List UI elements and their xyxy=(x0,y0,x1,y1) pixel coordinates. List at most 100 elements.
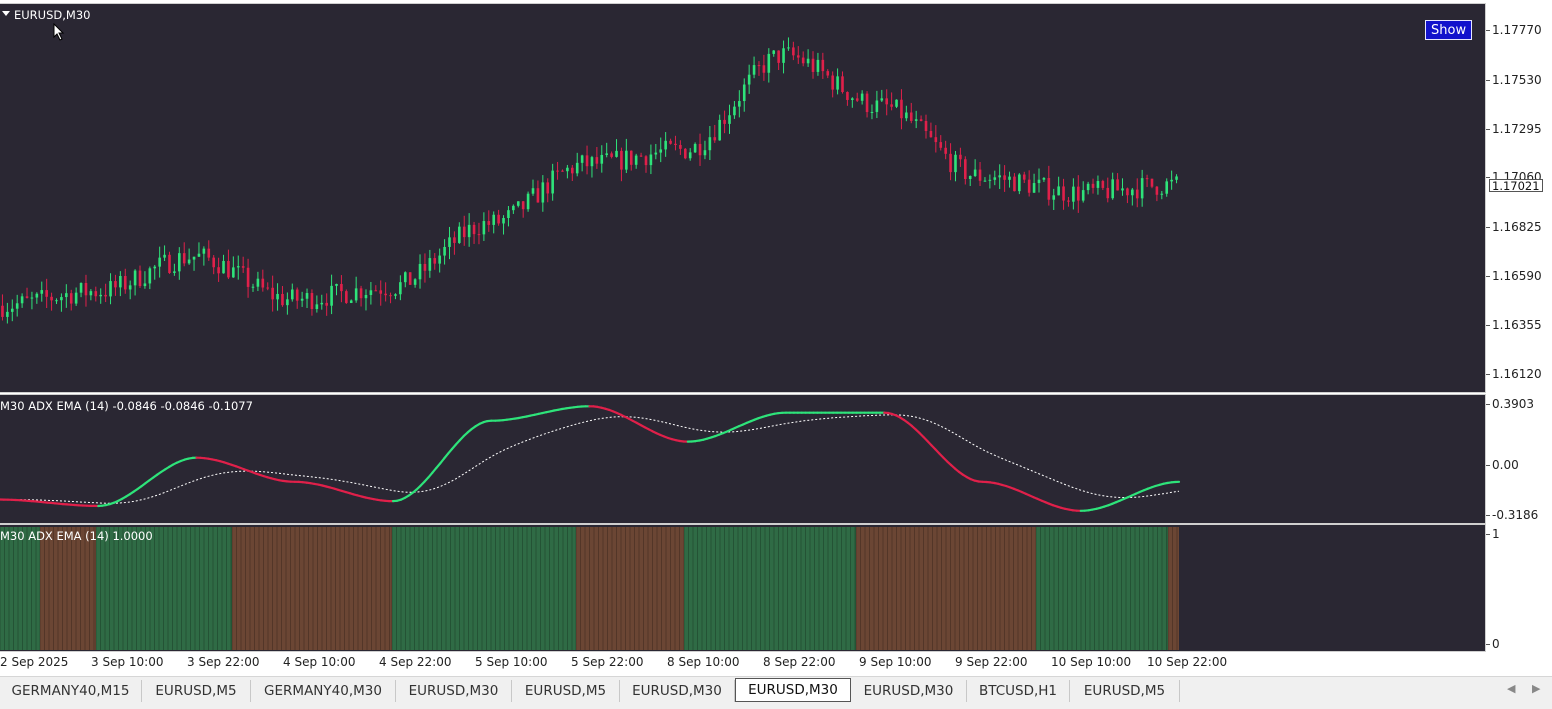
tab-eurusd-m30[interactable]: EURUSD,M30 xyxy=(396,680,512,702)
candle-body xyxy=(895,99,898,107)
candle-body xyxy=(1072,186,1075,202)
candle xyxy=(423,253,427,283)
candle xyxy=(1013,173,1016,192)
candle xyxy=(909,102,913,124)
candle-body xyxy=(487,221,491,225)
candle-body xyxy=(403,272,407,283)
candle-body xyxy=(99,294,103,297)
candle-body xyxy=(1101,181,1105,188)
candle-body xyxy=(566,167,569,172)
show-button[interactable]: Show xyxy=(1425,20,1473,40)
candle xyxy=(728,104,731,134)
candle-body xyxy=(15,303,19,309)
candle-body xyxy=(787,47,790,49)
candle xyxy=(959,147,962,167)
candle-body xyxy=(178,253,181,272)
candle xyxy=(521,201,525,218)
price-axis[interactable]: 1.17770 1.17530 1.17295 1.17060 1.16825 … xyxy=(1485,3,1552,652)
candle-body xyxy=(114,281,117,288)
tab-eurusd-m30[interactable]: EURUSD,M30 xyxy=(620,680,735,702)
scroll-left-icon[interactable]: ◀ xyxy=(1507,682,1516,695)
candle-body xyxy=(772,50,776,54)
dropdown-triangle-icon[interactable] xyxy=(2,11,10,16)
tab-germany40-m30[interactable]: GERMANY40,M30 xyxy=(251,680,396,702)
symbol-title[interactable]: EURUSD,M30 xyxy=(2,8,90,22)
candle-body xyxy=(600,154,604,164)
candle-body xyxy=(10,308,14,312)
tab-btcusd-h1[interactable]: BTCUSD,H1 xyxy=(967,680,1070,702)
candle-body xyxy=(133,270,137,286)
candle xyxy=(197,242,201,257)
chart-window[interactable]: EURUSD,M30 Show M30 ADX EMA (14) -0.0846… xyxy=(0,0,1552,676)
tab-eurusd-m5[interactable]: EURUSD,M5 xyxy=(512,680,620,702)
tab-eurusd-m5[interactable]: EURUSD,M5 xyxy=(142,680,251,702)
indicator-line-pane[interactable]: M30 ADX EMA (14) -0.0846 -0.0846 -0.1077 xyxy=(0,394,1486,524)
candle-body xyxy=(851,98,854,100)
candle-body xyxy=(69,293,73,304)
candle-body xyxy=(1081,190,1085,201)
candle-body xyxy=(1022,174,1026,180)
time-axis[interactable]: 2 Sep 2025 3 Sep 10:00 3 Sep 22:00 4 Sep… xyxy=(0,652,1486,674)
candle xyxy=(659,137,663,163)
histogram-segment xyxy=(96,527,232,650)
price-chart-pane[interactable]: EURUSD,M30 Show xyxy=(0,3,1486,393)
candle-body xyxy=(571,167,574,174)
candle xyxy=(99,288,103,304)
tab-germany40-m15[interactable]: GERMANY40,M15 xyxy=(0,680,142,702)
candle-body xyxy=(458,226,461,243)
candle-body xyxy=(389,295,392,297)
histogram-segment xyxy=(1036,527,1168,650)
candle-body xyxy=(723,119,726,124)
histogram-segment xyxy=(232,527,392,650)
candle-body xyxy=(236,266,240,268)
candle-body xyxy=(276,293,279,300)
tab-eurusd-m30-active[interactable]: EURUSD,M30 xyxy=(735,678,851,702)
candle-body xyxy=(512,205,515,211)
candle-body xyxy=(747,74,751,85)
candle xyxy=(256,271,260,292)
candle xyxy=(300,291,304,307)
candle-body xyxy=(1052,195,1056,200)
candle-body xyxy=(1106,187,1110,199)
candle-body xyxy=(1,305,4,317)
candle-body xyxy=(354,288,358,301)
candle xyxy=(325,293,328,316)
candle xyxy=(1018,173,1021,195)
candle-body xyxy=(826,71,830,76)
indicator-histogram-pane[interactable]: M30 ADX EMA (14) 1.0000 xyxy=(0,524,1486,652)
candle-body xyxy=(649,154,653,166)
candle xyxy=(890,92,893,111)
candle xyxy=(679,140,682,155)
tab-eurusd-m5[interactable]: EURUSD,M5 xyxy=(1070,680,1180,702)
tab-eurusd-m30[interactable]: EURUSD,M30 xyxy=(851,680,967,702)
candle-body xyxy=(1165,181,1169,194)
candle xyxy=(1155,185,1159,202)
time-tick: 9 Sep 10:00 xyxy=(859,655,932,669)
candle-body xyxy=(644,156,648,166)
candle xyxy=(1135,178,1139,208)
candle xyxy=(639,152,643,157)
time-tick: 8 Sep 22:00 xyxy=(763,655,836,669)
candle-body xyxy=(261,278,265,288)
candle-body xyxy=(1067,200,1070,202)
candle xyxy=(1037,168,1041,193)
candle xyxy=(860,90,864,105)
candlestick-chart xyxy=(1,37,1178,324)
candle xyxy=(45,278,48,308)
candle xyxy=(1140,169,1144,207)
candle xyxy=(870,104,874,120)
candle xyxy=(831,71,834,98)
candle xyxy=(502,215,505,235)
candle xyxy=(531,179,535,196)
candle xyxy=(875,90,879,119)
candle-body xyxy=(369,290,373,295)
candle xyxy=(1008,171,1011,188)
candle xyxy=(418,254,422,289)
time-tick: 8 Sep 10:00 xyxy=(667,655,740,669)
candle-body xyxy=(752,65,756,75)
candle-body xyxy=(929,131,933,138)
candle-body xyxy=(408,272,412,285)
candle-body xyxy=(256,278,260,287)
time-tick: 3 Sep 22:00 xyxy=(187,655,260,669)
scroll-right-icon[interactable]: ▶ xyxy=(1532,682,1541,695)
